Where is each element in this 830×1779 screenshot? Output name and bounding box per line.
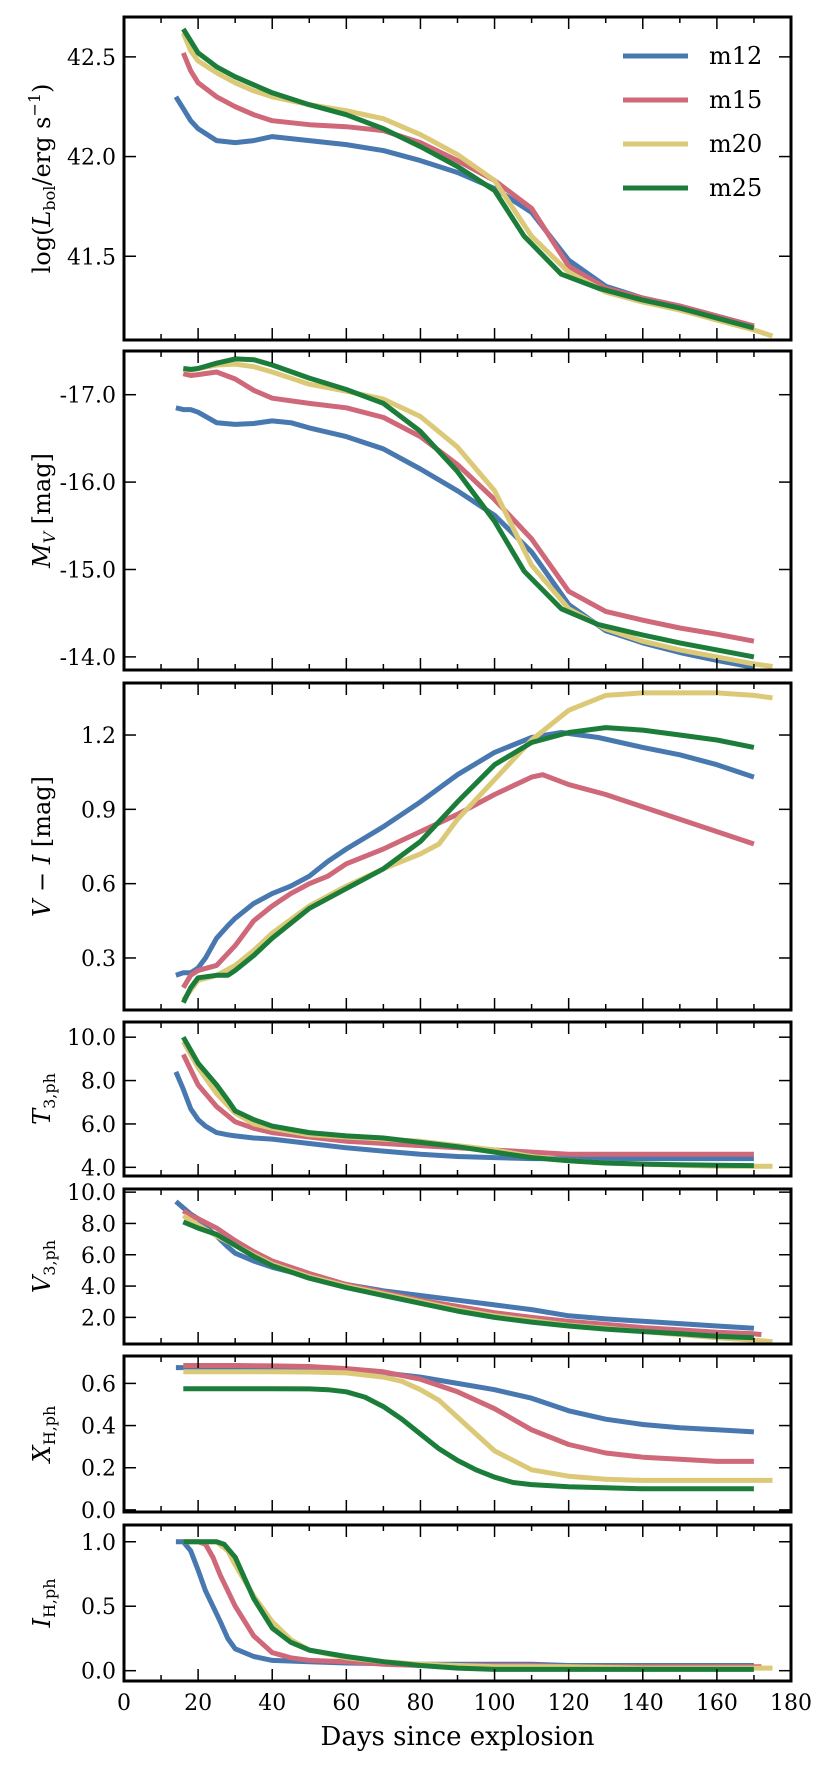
series-line-m20 <box>183 1369 773 1483</box>
x-tick-label: 120 <box>548 1691 590 1716</box>
series-line-m15 <box>181 772 755 989</box>
y-tick-label: -14.0 <box>60 646 116 671</box>
legend-label-m12: m12 <box>709 42 762 70</box>
x-tick-label: 80 <box>406 1691 434 1716</box>
y-tick-label: 0.3 <box>81 947 116 972</box>
y-tick-label: 0.6 <box>81 1372 116 1397</box>
y-tick-label: 10.0 <box>67 1181 116 1206</box>
panel-1: 41.5 42.0 42.5 log(Lbol/erg s−1) <box>25 15 793 342</box>
series-group <box>173 27 774 339</box>
series-line-m25 <box>183 1539 754 1672</box>
panel-frame <box>122 1187 793 1346</box>
y-tick-label: 0.5 <box>81 1595 116 1620</box>
x-tick-label: 40 <box>258 1691 286 1716</box>
series-line-m12 <box>175 405 755 670</box>
series-line-m20 <box>181 690 773 1002</box>
y-tick-label: 4.0 <box>81 1275 116 1300</box>
y-tick-label: 0.0 <box>81 1660 116 1685</box>
series-line-m15 <box>183 1539 762 1670</box>
panel-6: 0.0 0.2 0.4 0.6 XH,ph <box>28 1354 793 1524</box>
y-axis-label: V3,ph <box>28 1240 59 1293</box>
y-axis-label: log(Lbol/erg s−1) <box>25 84 59 274</box>
y-axis-label: IH,ph <box>28 1578 59 1628</box>
y-tick-label: 0.2 <box>81 1457 116 1482</box>
legend-label-m15: m15 <box>709 86 762 114</box>
series-group <box>175 690 773 1004</box>
y-tick-label: -15.0 <box>60 558 116 583</box>
x-axis-label: Days since explosion <box>321 1722 595 1752</box>
panel-3: 0.3 0.6 0.9 1.2 V − I [mag] <box>28 681 793 1012</box>
series-group <box>173 1035 773 1169</box>
series-line-m25 <box>183 1386 754 1492</box>
y-tick-label: -17.0 <box>60 384 116 409</box>
y-tick-label: 42.0 <box>67 146 116 171</box>
series-line-m20 <box>180 32 774 339</box>
series-group <box>175 1363 773 1492</box>
y-tick-label: 10.0 <box>67 1026 116 1051</box>
legend-label-m25: m25 <box>709 174 762 202</box>
y-tick-label: 41.5 <box>67 245 116 270</box>
y-tick-label: 6.0 <box>81 1244 116 1269</box>
series-line-m25 <box>181 725 755 1004</box>
series-line-m20 <box>183 361 773 669</box>
panel-5: 2.0 4.0 6.0 8.0 10.0 V3,ph <box>28 1181 793 1346</box>
series-line-m15 <box>182 369 755 644</box>
legend: m12 m15 m20 m25 <box>623 42 762 202</box>
y-tick-label: 2.0 <box>81 1306 116 1331</box>
panel-4: 4.0 6.0 8.0 10.0 T3,ph <box>28 1020 793 1181</box>
y-tick-label: 1.0 <box>81 1531 116 1556</box>
series-group <box>175 356 773 670</box>
y-tick-label: 4.0 <box>81 1156 116 1181</box>
x-tick-label: 160 <box>696 1691 738 1716</box>
x-tick-label: 20 <box>184 1691 212 1716</box>
x-tick-label: 0 <box>117 1691 131 1716</box>
series-line-m25 <box>182 356 755 660</box>
x-tick-label: 100 <box>474 1691 516 1716</box>
panel-7: 0.0 0.5 1.0 IH,ph <box>28 1523 793 1685</box>
series-line-m12 <box>173 95 755 329</box>
panel-2: -17.0 -16.0 -15.0 -14.0 MV [mag] <box>28 349 793 672</box>
y-tick-label: -16.0 <box>60 471 116 496</box>
series-group <box>175 1539 773 1672</box>
y-tick-label: 0.4 <box>81 1415 116 1440</box>
series-line-m15 <box>183 1363 754 1464</box>
series-line-m15 <box>181 1053 754 1157</box>
y-tick-label: 0.6 <box>81 873 116 898</box>
series-line-m25 <box>182 1219 755 1341</box>
y-tick-label: 0.0 <box>81 1499 116 1524</box>
y-axis-label: MV [mag] <box>28 453 59 569</box>
y-tick-label: 8.0 <box>81 1212 116 1237</box>
legend-label-m20: m20 <box>709 130 762 158</box>
series-group <box>174 1199 773 1344</box>
panel-frame <box>122 15 793 342</box>
y-axis-label: V − I [mag] <box>28 776 56 917</box>
x-tick-label: 140 <box>622 1691 664 1716</box>
series-line-m25 <box>181 1035 754 1169</box>
y-tick-label: 0.9 <box>81 798 116 823</box>
x-tick-label: 60 <box>332 1691 360 1716</box>
y-axis-label: XH,ph <box>28 1406 59 1465</box>
series-line-m25 <box>181 27 755 331</box>
y-tick-label: 42.5 <box>67 46 116 71</box>
y-axis-label: T3,ph <box>28 1073 59 1125</box>
y-tick-label: 6.0 <box>81 1113 116 1138</box>
series-line-m12 <box>175 730 755 978</box>
panel-frame <box>122 349 793 672</box>
x-tick-label: 180 <box>770 1691 812 1716</box>
y-tick-label: 1.2 <box>81 724 116 749</box>
y-tick-label: 8.0 <box>81 1070 116 1095</box>
series-line-m12 <box>173 1070 754 1162</box>
